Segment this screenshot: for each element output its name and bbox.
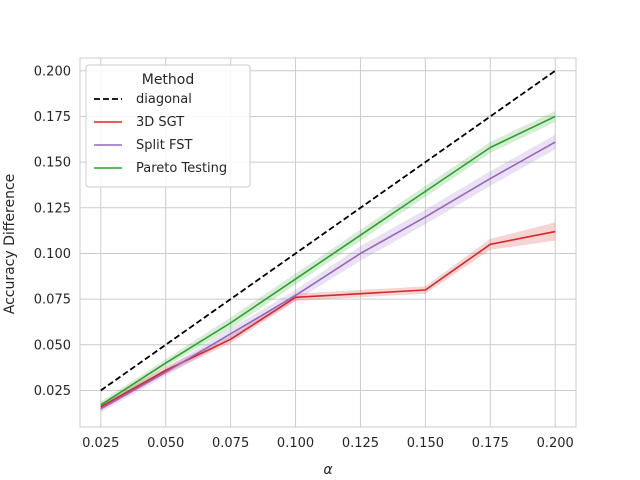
x-axis-label: α <box>323 462 333 478</box>
y-tick-label: 0.075 <box>34 293 71 308</box>
split-fst-line <box>100 141 556 410</box>
legend-label-pareto-testing: Pareto Testing <box>136 161 227 176</box>
x-tick-label: 0.075 <box>212 436 249 451</box>
x-tick-label: 0.025 <box>82 436 119 451</box>
legend-label-split-fst: Split FST <box>136 138 192 153</box>
x-tick-label: 0.100 <box>277 436 314 451</box>
series-lines <box>100 70 556 410</box>
legend-box <box>85 64 251 188</box>
y-tick-label: 0.100 <box>34 247 71 262</box>
legend-title: Method <box>142 72 195 88</box>
y-tick-label: 0.150 <box>34 156 71 171</box>
legend-label-diagonal: diagonal <box>136 92 192 107</box>
legend: Method diagonal 3D SGT Split FST Pareto Tes… <box>85 64 251 188</box>
x-tick-label: 0.050 <box>147 436 184 451</box>
y-tick-label: 0.175 <box>34 110 71 125</box>
diagonal-line <box>100 70 556 392</box>
legend-label-3d-sgt: 3D SGT <box>136 115 184 130</box>
x-tick-label: 0.150 <box>407 436 444 451</box>
y-tick-label: 0.050 <box>34 338 71 353</box>
x-tick-label: 0.200 <box>537 436 574 451</box>
pareto-testing-line <box>100 115 556 406</box>
y-axis-ticks: 0.025 0.050 0.075 0.100 0.125 0.150 0.175 0.200 <box>34 64 71 399</box>
y-tick-label: 0.125 <box>34 201 71 216</box>
x-axis-ticks: 0.025 0.050 0.075 0.100 0.125 0.150 0.175 0.200 <box>82 436 574 451</box>
y-tick-label: 0.200 <box>34 64 71 79</box>
pareto-testing-band <box>100 110 556 409</box>
y-axis-label: Accuracy Difference <box>2 174 18 315</box>
y-tick-label: 0.025 <box>34 384 71 399</box>
x-tick-label: 0.175 <box>472 436 509 451</box>
x-tick-label: 0.125 <box>342 436 379 451</box>
